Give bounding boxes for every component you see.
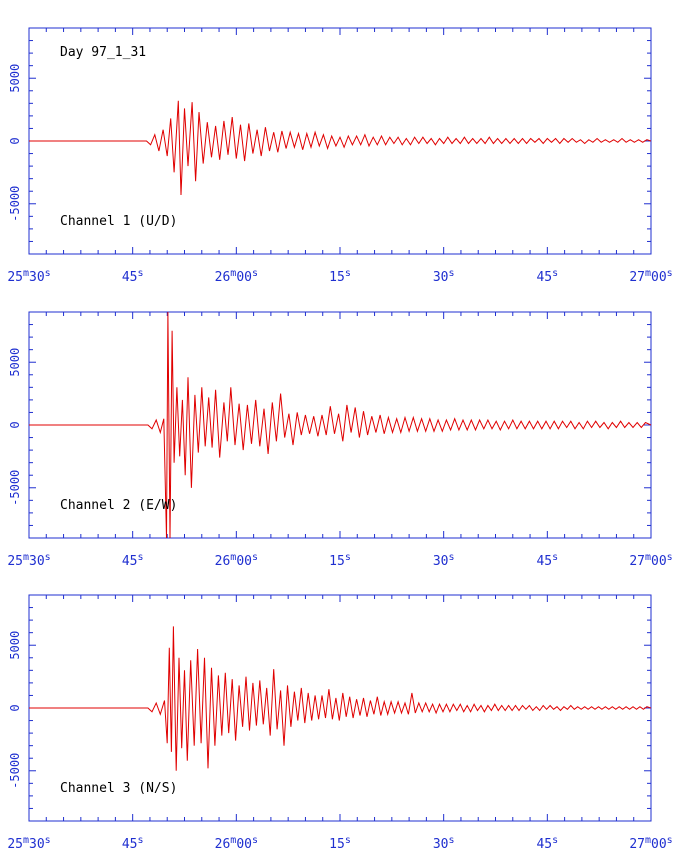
x-tick-label: 45s bbox=[536, 835, 558, 850]
channel-label: Channel 1 (U/D) bbox=[60, 214, 177, 229]
y-tick-label: -5000 bbox=[8, 186, 22, 222]
y-tick-label: -5000 bbox=[8, 470, 22, 506]
x-tick-label: 26m00s bbox=[215, 552, 258, 569]
x-tick-label: 27m00s bbox=[629, 268, 672, 285]
figure-title: Day 97_1_31 bbox=[60, 45, 146, 60]
x-tick-label: 45s bbox=[122, 552, 144, 569]
channel-panel-1: -5000 0 5000 25m30s 45s 26m00s 15s 30s 45s 27m00s… bbox=[7, 27, 673, 285]
channel-panel-2: -5000 0 5000 25m30s 45s 26m00s 15s 30s 45s 27m00s… bbox=[7, 311, 673, 569]
x-tick-label: 15s bbox=[329, 835, 351, 850]
x-tick-label: 30s bbox=[433, 268, 455, 285]
x-tick-label: 45s bbox=[536, 552, 558, 569]
seismic-trace-line bbox=[29, 312, 651, 538]
x-tick-label: 27m00s bbox=[629, 835, 672, 850]
channel-label: Channel 2 (E/W) bbox=[60, 498, 177, 513]
x-tick-label: 25m30s bbox=[7, 835, 50, 850]
channel-panel-3: -5000 0 5000 25m30s 45s 26m00s 15s 30s 45s 27m00s… bbox=[7, 594, 673, 852]
x-tick-label: 25m30s bbox=[7, 552, 50, 569]
y-tick-label: 5000 bbox=[8, 64, 22, 93]
y-tick-label: 5000 bbox=[8, 631, 22, 660]
x-tick-label: 26m00s bbox=[215, 835, 258, 850]
seismic-trace-line bbox=[29, 626, 651, 771]
x-tick-label: 45s bbox=[536, 268, 558, 285]
seismic-trace-line bbox=[29, 100, 651, 196]
y-tick-label: -5000 bbox=[8, 753, 22, 789]
x-tick-label: 15s bbox=[329, 268, 351, 285]
y-tick-label: 0 bbox=[8, 704, 22, 711]
y-tick-label: 0 bbox=[8, 421, 22, 428]
x-tick-label: 45s bbox=[122, 268, 144, 285]
x-tick-label: 15s bbox=[329, 552, 351, 569]
x-tick-label: 45s bbox=[122, 835, 144, 850]
channel-label: Channel 3 (N/S) bbox=[60, 781, 177, 796]
x-tick-label: 25m30s bbox=[7, 268, 50, 285]
x-tick-label: 30s bbox=[433, 835, 455, 850]
x-tick-label: 27m00s bbox=[629, 552, 672, 569]
y-tick-label: 0 bbox=[8, 137, 22, 144]
x-tick-label: 30s bbox=[433, 552, 455, 569]
x-tick-label: 26m00s bbox=[215, 268, 258, 285]
y-tick-label: 5000 bbox=[8, 348, 22, 377]
